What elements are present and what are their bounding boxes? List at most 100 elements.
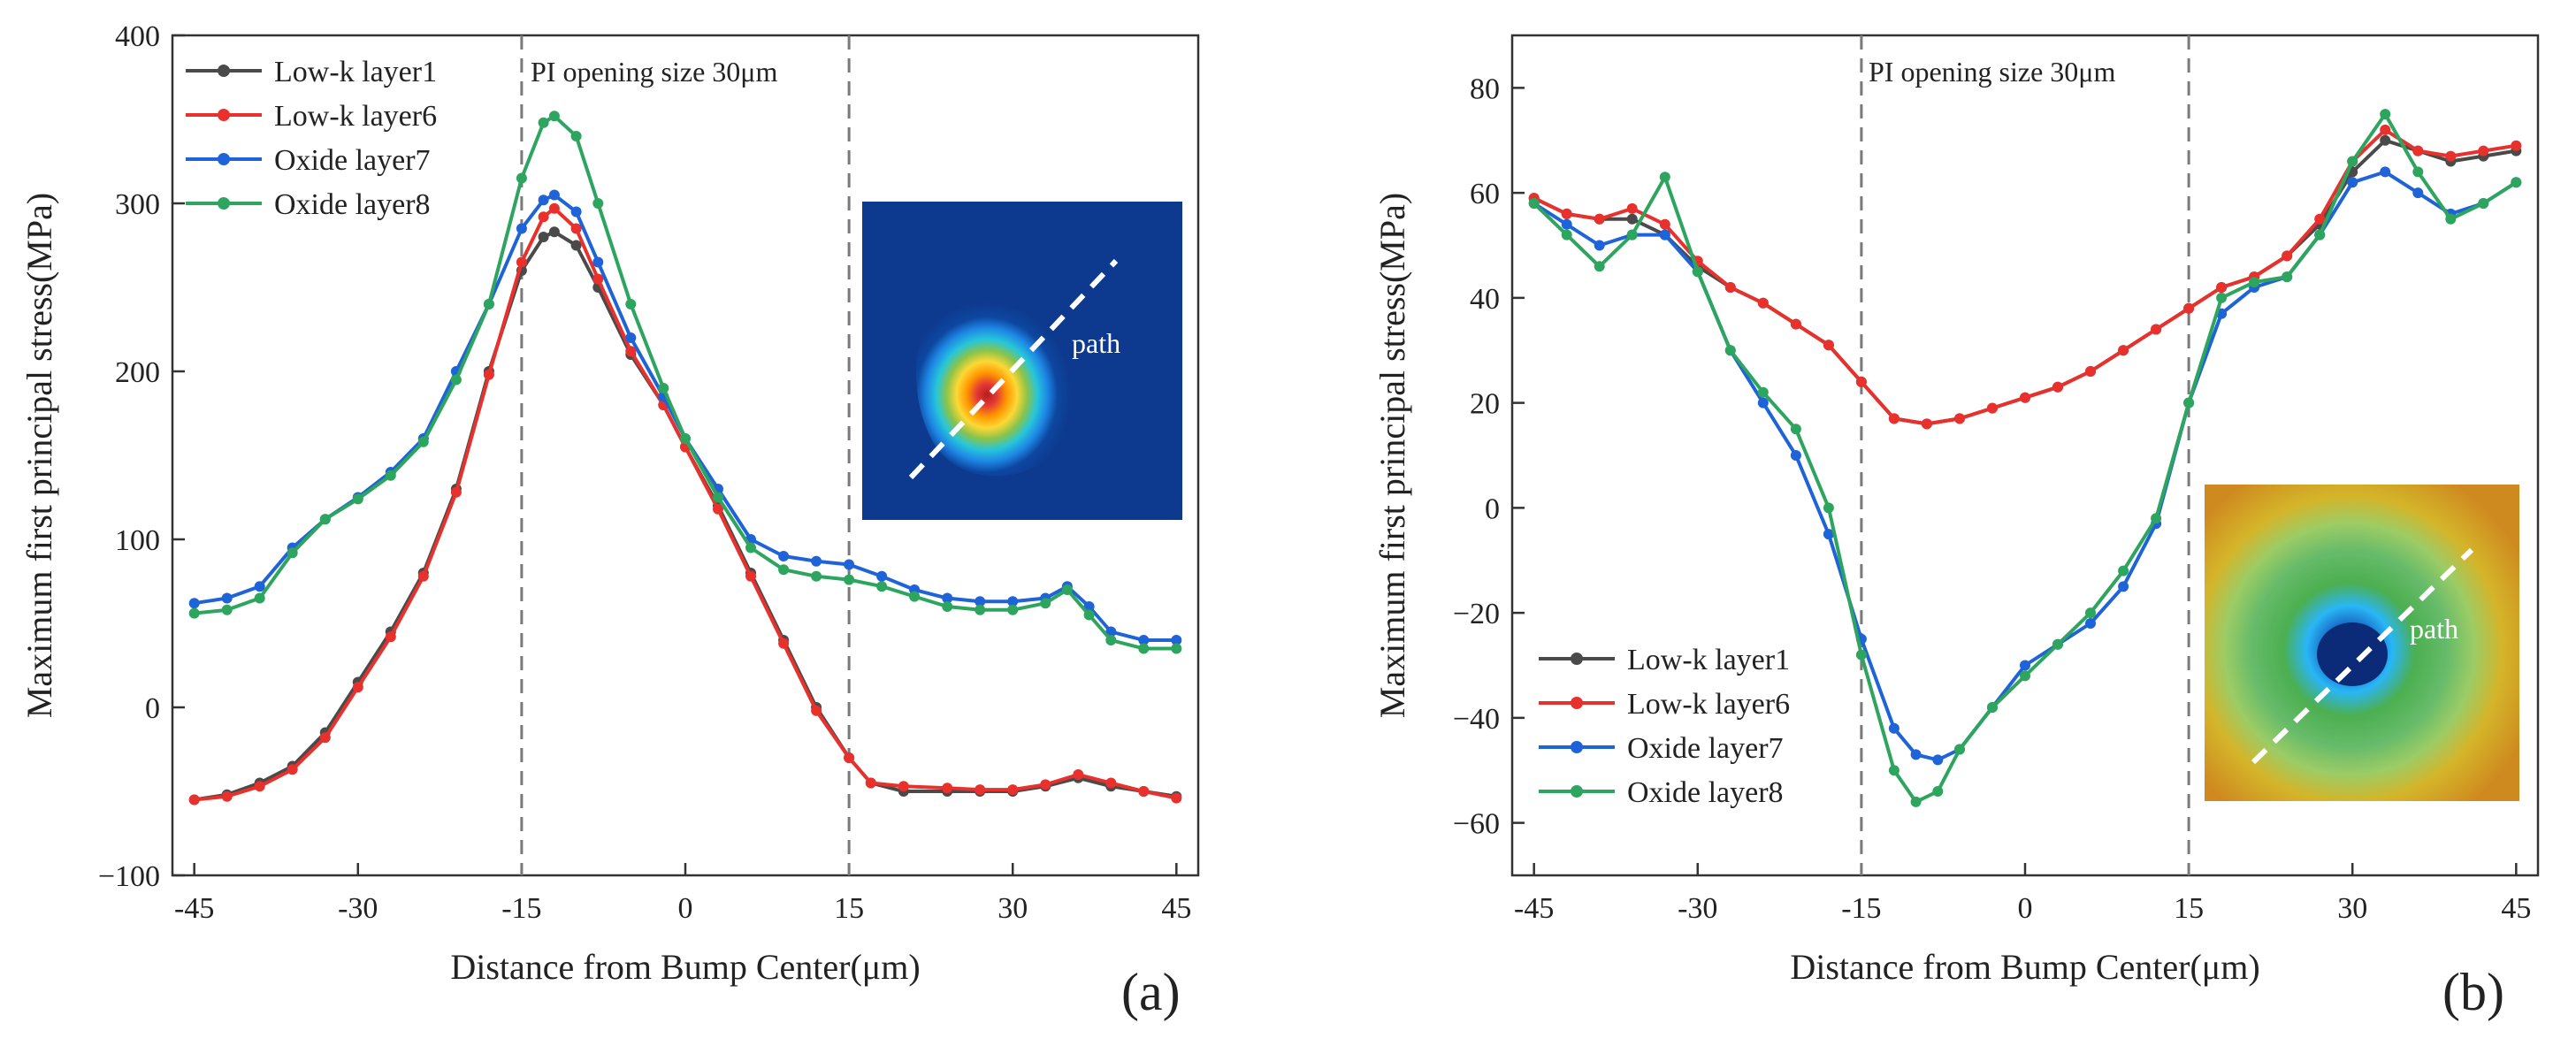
x-tick-label: 15 xyxy=(834,892,864,925)
data-point xyxy=(1757,297,1769,309)
legend-marker xyxy=(218,65,230,77)
opening-lines-a xyxy=(520,35,851,875)
data-point xyxy=(1073,769,1084,780)
x-tick-label: -45 xyxy=(1514,892,1554,925)
data-point xyxy=(1692,266,1703,278)
data-point xyxy=(538,195,549,206)
x-tick-label: -30 xyxy=(338,892,378,925)
data-point xyxy=(1757,397,1769,408)
x-tick-label: -30 xyxy=(1678,892,1717,925)
axis-ticks-a: -45 -30 -15 0 15 30 45 −100 0 100 200 300 400 xyxy=(98,20,1192,925)
data-point xyxy=(680,433,691,444)
data-point xyxy=(1007,596,1019,607)
x-tick-label: 45 xyxy=(2501,892,2531,925)
data-point xyxy=(2412,166,2424,178)
data-point xyxy=(1954,744,1965,755)
data-point xyxy=(516,172,527,184)
x-tick-label: -15 xyxy=(1841,892,1881,925)
legend-marker xyxy=(218,197,230,210)
data-point xyxy=(2085,607,2096,619)
data-point xyxy=(2118,565,2129,576)
y-tick-label: 60 xyxy=(1470,178,1500,210)
series-group-b xyxy=(1528,109,2522,807)
data-point xyxy=(876,570,888,582)
x-axis-title: Distance from Bump Center(μm) xyxy=(1790,947,2259,987)
data-point xyxy=(538,117,549,128)
y-tick-label: −20 xyxy=(1453,598,1500,630)
data-point xyxy=(1138,635,1150,645)
y-tick-label: 0 xyxy=(1485,492,1500,525)
data-point xyxy=(778,638,790,649)
data-point xyxy=(844,559,855,570)
series-oxide_layer8 xyxy=(1528,109,2522,807)
data-point xyxy=(1626,213,1638,225)
data-point xyxy=(417,570,429,582)
data-point xyxy=(592,273,604,285)
data-point xyxy=(2282,250,2293,262)
data-point xyxy=(1855,649,1867,660)
x-tick-label: 15 xyxy=(2174,892,2204,925)
data-point xyxy=(254,581,265,592)
data-point xyxy=(2216,292,2228,303)
data-point xyxy=(1921,418,1932,430)
y-tick-label: 20 xyxy=(1470,388,1500,421)
data-point xyxy=(450,486,462,498)
data-point xyxy=(1932,754,1944,766)
data-point xyxy=(2282,271,2293,283)
data-point xyxy=(625,346,637,357)
y-tick-label: 40 xyxy=(1470,283,1500,316)
axis-ticks-b: -45 -30 -15 0 15 30 45 −60 −40 −20 0 20 40 60 80 xyxy=(1453,73,2532,925)
inset-path-label: path xyxy=(2410,613,2458,645)
data-point xyxy=(221,790,233,802)
data-point xyxy=(1790,424,1801,435)
data-point xyxy=(713,503,723,515)
inset-path-line xyxy=(2251,547,2474,765)
data-point xyxy=(570,223,582,234)
data-point xyxy=(865,777,876,789)
data-point xyxy=(2478,145,2489,157)
data-point xyxy=(2151,513,2162,524)
data-point xyxy=(1138,643,1150,654)
data-point xyxy=(254,592,265,604)
legend-item: Low-k layer6 xyxy=(186,100,437,133)
data-point xyxy=(548,111,560,122)
data-point xyxy=(1105,777,1117,789)
data-point xyxy=(1105,635,1117,645)
data-point xyxy=(1007,784,1019,796)
data-point xyxy=(2183,302,2195,314)
data-point xyxy=(1659,218,1670,230)
data-point xyxy=(188,598,200,609)
data-point xyxy=(1823,340,1834,351)
legend-item: Low-k layer6 xyxy=(1539,688,1790,721)
data-point xyxy=(538,211,549,223)
legend-item: Low-k layer1 xyxy=(1539,644,1790,676)
data-point xyxy=(2118,581,2129,592)
stress-core xyxy=(2317,622,2388,686)
data-point xyxy=(1757,386,1769,398)
data-point xyxy=(2380,124,2391,135)
data-point xyxy=(975,604,986,615)
x-tick-label: 30 xyxy=(998,892,1028,925)
data-point xyxy=(2249,277,2260,288)
data-point xyxy=(2347,177,2358,188)
legend-marker xyxy=(218,109,230,121)
data-point xyxy=(352,682,363,693)
y-tick-label: 400 xyxy=(115,20,160,53)
data-point xyxy=(745,570,756,582)
data-point xyxy=(2412,187,2424,199)
inset-a: path xyxy=(862,202,1182,520)
data-point xyxy=(2085,366,2096,377)
data-point xyxy=(2020,660,2030,671)
data-point xyxy=(625,299,637,309)
data-point xyxy=(1594,213,1605,225)
data-point xyxy=(1007,604,1019,615)
data-point xyxy=(1083,609,1095,621)
data-point xyxy=(778,564,790,576)
data-point xyxy=(592,256,604,268)
data-point xyxy=(1910,796,1922,807)
legend-label: Low-k layer1 xyxy=(274,56,437,88)
data-point xyxy=(2020,670,2030,682)
data-point xyxy=(548,202,560,214)
data-point xyxy=(2347,156,2358,167)
data-point xyxy=(898,781,909,792)
